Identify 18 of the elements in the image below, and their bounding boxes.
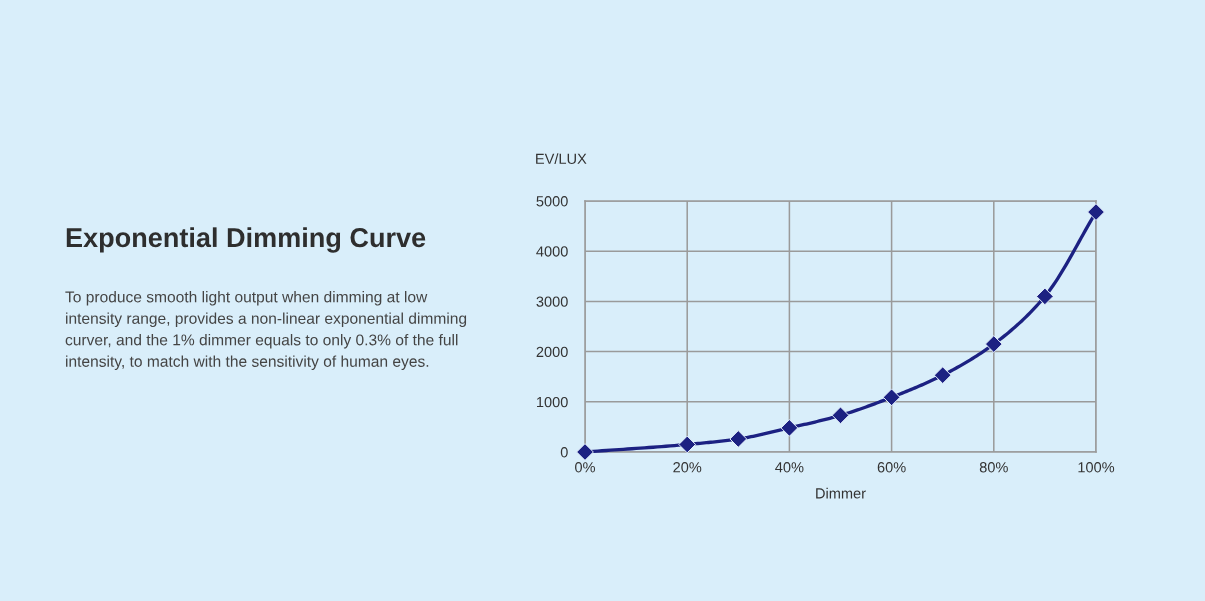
y-tick-label: 0 bbox=[560, 447, 568, 458]
x-axis-title: Dimmer bbox=[816, 487, 866, 499]
y-axis-title: EV/LUX bbox=[536, 153, 587, 164]
x-tick-label: 40% bbox=[775, 462, 804, 473]
point bbox=[831, 406, 850, 425]
text: To produce smooth light output when dimming at low intensity range, provides a non-linear exponential dimming curver, and the 1% dimmer equals to only 0.3% of the full intensity, to match with the sensitivity of human eyes. bbox=[65, 291, 467, 370]
x-tick-label: 60% bbox=[877, 462, 906, 473]
y-tick-label: 2000 bbox=[536, 346, 568, 358]
x-tick-label: 20% bbox=[673, 462, 702, 473]
x-tick-label: 100% bbox=[1078, 462, 1115, 473]
text: Exponential Dimming Curve bbox=[66, 227, 426, 253]
y-tick-label: 5000 bbox=[536, 196, 568, 207]
y-tick-label: 1000 bbox=[537, 396, 568, 408]
y-tick-label: 4000 bbox=[536, 246, 568, 257]
x-tick-label: 80% bbox=[979, 462, 1008, 473]
point bbox=[882, 388, 901, 407]
y-tick-label: 3000 bbox=[536, 296, 568, 307]
x-tick-label: 0% bbox=[575, 462, 596, 473]
